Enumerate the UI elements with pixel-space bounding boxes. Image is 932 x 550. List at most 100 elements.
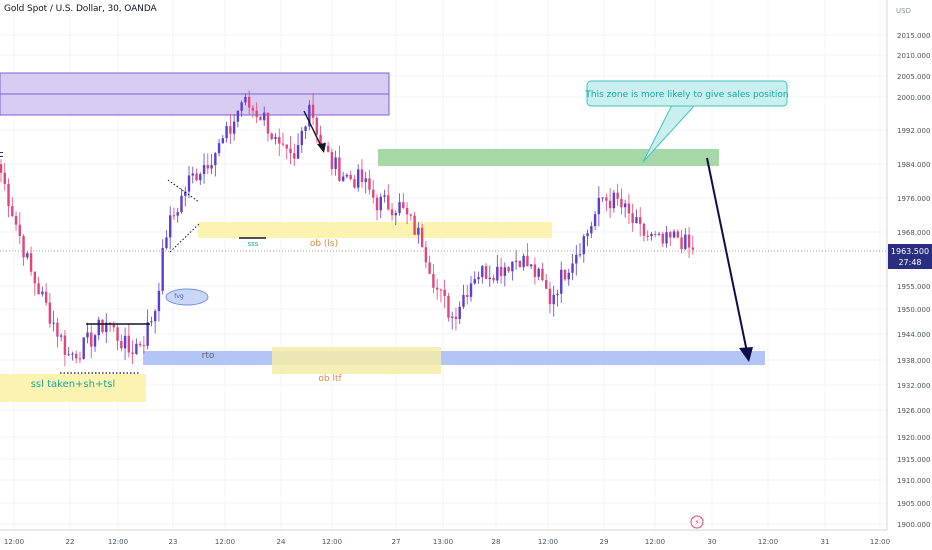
candle bbox=[635, 209, 638, 224]
candle bbox=[296, 133, 300, 159]
ob-ls-label: ob (ls) bbox=[310, 239, 338, 249]
candle bbox=[642, 222, 646, 242]
price-tick-label: 1938.000 bbox=[897, 357, 930, 365]
candle bbox=[353, 174, 356, 189]
small-arrow[interactable] bbox=[303, 110, 326, 153]
price-tick-label: 1926.000 bbox=[897, 407, 930, 415]
candle bbox=[146, 309, 149, 350]
trend-dotted-line[interactable] bbox=[167, 179, 200, 203]
ob-ltf-zone[interactable] bbox=[272, 347, 441, 374]
candle bbox=[379, 193, 382, 219]
price-tick-label: 2005.000 bbox=[897, 73, 930, 81]
time-tick-label: 12:00 bbox=[108, 538, 128, 546]
price-axis[interactable]: USD 2015.000 2010.000 2005.000 2000.000 1992… bbox=[886, 0, 932, 550]
candle bbox=[44, 283, 48, 306]
candle bbox=[255, 102, 258, 124]
candle bbox=[394, 210, 397, 226]
candle bbox=[375, 194, 379, 221]
candle bbox=[533, 257, 537, 285]
candle bbox=[127, 323, 131, 358]
candle bbox=[469, 276, 473, 302]
candle bbox=[409, 213, 413, 221]
sell-zone-green[interactable] bbox=[378, 149, 719, 166]
zones-layer bbox=[0, 72, 765, 402]
time-tick-label: 12:00 bbox=[758, 538, 778, 546]
candle bbox=[597, 186, 601, 227]
rto-zone[interactable] bbox=[143, 351, 765, 365]
symbol-title: Gold Spot / U.S. Dollar, 30, OANDA bbox=[4, 4, 157, 14]
candle bbox=[665, 225, 668, 248]
candle bbox=[229, 114, 232, 145]
time-tick-label: 12:00 bbox=[538, 538, 558, 546]
candle bbox=[345, 173, 349, 179]
candle bbox=[120, 334, 123, 352]
candle bbox=[123, 327, 127, 360]
candle bbox=[93, 333, 97, 352]
price-tick-label: 2000.000 bbox=[897, 94, 930, 102]
candle bbox=[138, 341, 142, 348]
candle bbox=[86, 322, 89, 344]
candle bbox=[548, 281, 552, 314]
candle bbox=[364, 171, 367, 194]
candle bbox=[631, 203, 634, 232]
candle bbox=[646, 230, 649, 241]
candle bbox=[514, 249, 518, 270]
drawings-layer: This zone is more likely to give sales p… bbox=[0, 80, 887, 529]
candle bbox=[300, 127, 303, 153]
candle bbox=[691, 235, 695, 255]
trend-dotted-line-2[interactable] bbox=[169, 223, 200, 253]
candle bbox=[52, 310, 55, 332]
candle bbox=[285, 144, 288, 160]
candle bbox=[654, 230, 657, 238]
candle bbox=[507, 266, 510, 273]
candle bbox=[556, 289, 559, 307]
candle bbox=[575, 245, 578, 276]
ob-ls-zone[interactable] bbox=[198, 222, 552, 238]
target-arrow[interactable] bbox=[706, 157, 753, 362]
candle bbox=[417, 222, 420, 244]
candle bbox=[612, 190, 616, 213]
candle bbox=[169, 206, 172, 250]
fvg-zone[interactable] bbox=[165, 288, 209, 306]
candle bbox=[266, 112, 270, 142]
candle bbox=[131, 340, 134, 365]
candle bbox=[372, 180, 375, 204]
time-axis[interactable]: 12:00 22 12:00 23 12:00 24 12:00 27 13:00 28 12:00… bbox=[0, 529, 932, 550]
time-tick-label: 27 bbox=[392, 538, 401, 546]
candle bbox=[567, 268, 570, 286]
candle bbox=[7, 178, 10, 218]
candle bbox=[304, 125, 307, 140]
candle bbox=[180, 188, 183, 214]
candle bbox=[387, 184, 390, 211]
candle bbox=[616, 183, 619, 206]
candle bbox=[593, 210, 597, 231]
candle bbox=[451, 311, 454, 330]
candle bbox=[601, 197, 604, 202]
ssl-zone[interactable] bbox=[0, 374, 146, 402]
price-tick-label: 1976.000 bbox=[897, 195, 930, 203]
candle bbox=[338, 145, 341, 182]
candle bbox=[676, 229, 679, 239]
candle bbox=[383, 189, 386, 203]
candle bbox=[420, 223, 424, 248]
candle bbox=[326, 141, 330, 153]
candle bbox=[319, 125, 322, 146]
callout-box[interactable]: This zone is more likely to give sales p… bbox=[584, 80, 789, 163]
candle bbox=[165, 230, 168, 250]
candle bbox=[571, 253, 574, 281]
candle bbox=[29, 246, 33, 276]
svg-text:⚡: ⚡ bbox=[694, 518, 700, 527]
price-tick-label: 1950.000 bbox=[897, 306, 930, 314]
candle bbox=[473, 271, 476, 285]
price-tick-label: 1992.000 bbox=[897, 127, 930, 135]
candle bbox=[368, 169, 371, 195]
candle bbox=[308, 100, 311, 131]
candle bbox=[153, 309, 157, 334]
candle bbox=[195, 168, 198, 182]
candle bbox=[105, 313, 108, 344]
lightning-icon[interactable]: ⚡ bbox=[690, 515, 704, 529]
candle bbox=[503, 262, 507, 287]
candle bbox=[116, 324, 119, 351]
